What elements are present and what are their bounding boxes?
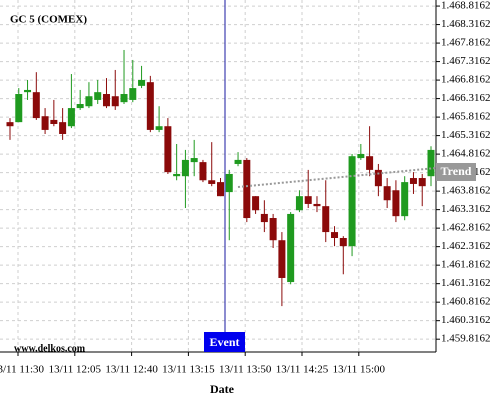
candle-body [383,186,391,201]
y-tick-label: 1.461.8162 [441,259,491,271]
x-tick-label: 13/11 12:40 [105,364,158,376]
x-tick-label: 13/11 13:15 [162,364,215,376]
candle-body [278,240,286,278]
y-tick-label: 1.467.3162 [441,55,491,67]
trend-label-box [436,163,476,181]
candle-body [304,196,312,204]
y-tick-label: 1.466.8162 [441,74,491,86]
y-tick-label: 1.466.3162 [441,92,491,104]
x-tick-label: 13/11 12:05 [49,364,102,376]
candle-body [225,173,233,193]
candle-body [138,79,146,86]
candle-body [260,213,268,223]
candle-body [6,122,14,127]
y-tick-label: 1.468.3162 [441,18,491,30]
y-tick-label: 1.463.8162 [441,185,491,197]
candle-body [85,96,93,107]
candle-body [76,104,84,109]
y-tick-label: 1.460.8162 [441,296,491,308]
x-axis-title: Date [210,382,235,396]
candles [6,49,435,307]
candle-body [348,156,356,247]
x-tick-label: 13/11 15:00 [333,364,386,376]
candle-body [243,159,251,219]
candle-body [339,237,347,247]
candle-body [15,94,23,123]
candle-body [418,178,426,187]
candle-body [208,180,216,184]
candle-body [217,182,224,197]
y-tick-label: 1.465.3162 [441,129,491,141]
candle-body [269,218,277,241]
candle-body [102,94,110,107]
candle-body [181,159,189,177]
candle-body [331,232,339,238]
candle-body [50,119,58,124]
chart-title: GC 5 (COMEX) [10,14,87,26]
candle-body [164,126,172,173]
x-tick-label: 13/11 13:50 [219,364,272,376]
candle-body [392,190,400,217]
candle-body [129,88,137,100]
event-label: Event [210,335,240,349]
candle-body [427,149,435,177]
candle-body [401,182,409,217]
candle-body [32,92,40,119]
y-tick-label: 1.463.3162 [441,203,491,215]
candle-body [409,178,417,184]
y-tick-label: 1.465.8162 [441,111,491,123]
candle-body [295,196,303,211]
axes-labels: 1.459.8162 1.460.3162 1.460.8162 1.461.3162… [0,0,491,376]
candle-body [190,158,198,163]
candle-body [94,92,102,100]
candle-body [357,153,365,159]
candle-body [146,82,154,130]
event-label-box [204,332,245,352]
candle-body [41,116,49,130]
x-tick-label: 13/11 11:30 [0,364,45,376]
candle-body [59,122,67,134]
candle-body [287,213,295,283]
x-tick-label: 13/11 14:25 [276,364,329,376]
y-tick-label: 1.467.8162 [441,37,491,49]
y-tick-label: 1.459.8162 [441,333,491,345]
y-tick-label: 1.462.3162 [441,240,491,252]
watermark: www.delkos.com [14,343,86,354]
candle-body [322,206,330,233]
candle-body [234,159,242,164]
candle-body [155,126,163,130]
y-tick-label: 1.462.8162 [441,222,491,234]
candle-body [24,89,32,93]
y-tick-label: 1.468.8162 [441,0,491,12]
candle-body [252,196,260,211]
trend-label: Trend [441,164,472,178]
candle-body [111,96,119,107]
y-tick-label: 1.461.3162 [441,277,491,289]
candle-body [374,169,382,187]
candle-body [199,162,207,181]
candle-body [173,173,181,177]
trend-line [237,167,437,188]
candle-body [313,203,321,207]
y-tick-label: 1.460.3162 [441,314,491,326]
y-tick-label: 1.464.8162 [441,148,491,160]
candle-body [120,94,128,103]
candle-body [366,156,374,170]
candle-body [67,108,75,127]
